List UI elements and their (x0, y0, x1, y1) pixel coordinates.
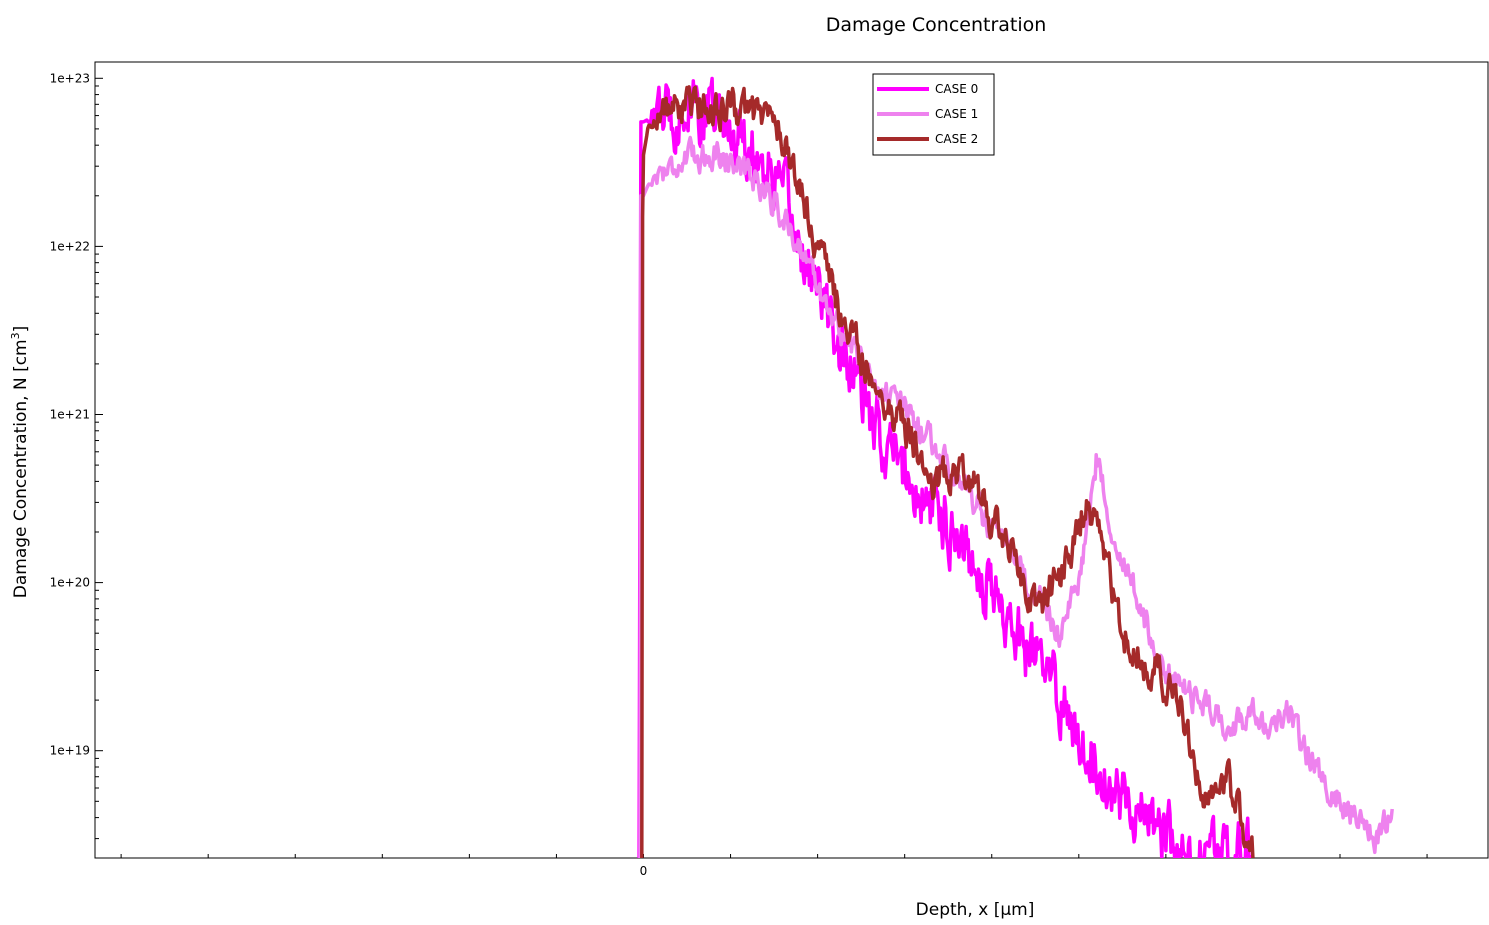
y-tick-label: 1e+20 (50, 576, 90, 590)
chart-title: Damage Concentration (826, 14, 1047, 36)
series-line-case-2 (640, 85, 1255, 858)
y-axis-label-superscript: 3 (9, 332, 22, 339)
series-layer (637, 76, 1394, 858)
x-tick-label: 0 (640, 864, 648, 878)
series-line-case-0 (637, 76, 1255, 858)
y-axis-label-end: ] (11, 326, 31, 333)
y-axis-ticks: 1e+19 1e+20 1e+21 1e+22 1e+23 (50, 71, 103, 840)
y-tick-label: 1e+21 (50, 407, 90, 421)
plot-frame (94, 61, 1489, 859)
legend-label-case-2: CASE 2 (935, 132, 978, 146)
series-line-case-1 (638, 135, 1394, 858)
legend-label-case-1: CASE 1 (935, 107, 978, 121)
y-axis-label-main: Damage Concentration, N [cm (11, 339, 31, 598)
y-tick-label: 1e+23 (50, 71, 90, 85)
y-axis-label: Damage Concentration, N [cm3] (9, 326, 31, 599)
y-tick-label: 1e+19 (50, 744, 90, 758)
y-tick-label: 1e+22 (50, 239, 90, 253)
legend-label-case-0: CASE 0 (935, 82, 978, 96)
x-axis-label: Depth, x [µm] (916, 900, 1035, 920)
legend: CASE 0 CASE 1 CASE 2 (872, 73, 995, 156)
